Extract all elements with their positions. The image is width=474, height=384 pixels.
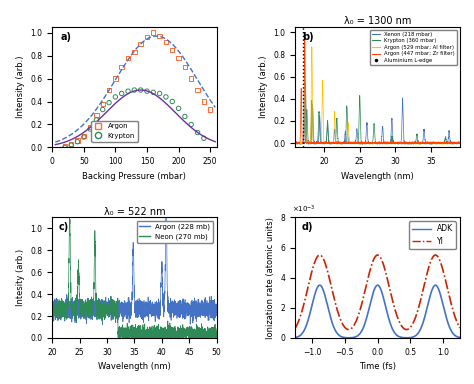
- X-axis label: Backing Pressure (mbar): Backing Pressure (mbar): [82, 172, 186, 181]
- ADK: [292, 335, 298, 340]
- Line: ADK: ADK: [295, 285, 460, 338]
- Point: [187, 76, 195, 82]
- Point: [118, 64, 126, 70]
- Point: [67, 142, 75, 148]
- Y-axis label: Intesity (arb.): Intesity (arb.): [16, 249, 25, 306]
- Point: [92, 112, 100, 118]
- Point: [143, 34, 151, 40]
- Legend: Xenon (218 mbar), Krypton (360 mbar), Argon (529 mbar; Al filter), Argon (447 mb: Xenon (218 mbar), Krypton (360 mbar), Ar…: [370, 30, 457, 65]
- Point: [118, 90, 126, 96]
- Point: [156, 33, 164, 39]
- Point: [137, 87, 145, 93]
- Y-axis label: Intensity (arb.): Intensity (arb.): [16, 56, 25, 118]
- Point: [149, 30, 157, 36]
- Point: [124, 88, 132, 94]
- X-axis label: Wavelength (nm): Wavelength (nm): [341, 172, 414, 181]
- X-axis label: Wavelength (nm): Wavelength (nm): [98, 362, 171, 371]
- Point: [111, 94, 119, 100]
- ADK: [321, 290, 327, 295]
- Point: [73, 139, 81, 145]
- Point: [99, 106, 107, 113]
- Point: [105, 87, 113, 93]
- Legend: Argon (228 mb), Neon (270 mb): Argon (228 mb), Neon (270 mb): [137, 221, 213, 243]
- Point: [61, 143, 69, 149]
- Text: c): c): [59, 222, 69, 232]
- Point: [86, 126, 94, 132]
- YI: [311, 262, 317, 266]
- Text: b): b): [302, 32, 314, 42]
- Point: [181, 113, 189, 119]
- Point: [111, 76, 119, 82]
- Point: [156, 90, 164, 96]
- ADK: [436, 288, 442, 293]
- Title: λ₀ = 522 nm: λ₀ = 522 nm: [103, 207, 165, 217]
- Point: [175, 55, 182, 61]
- Point: [194, 129, 201, 136]
- Point: [162, 94, 170, 100]
- Point: [99, 101, 107, 107]
- ADK: [356, 333, 361, 338]
- Point: [187, 121, 195, 127]
- Point: [206, 106, 214, 113]
- Point: [86, 124, 94, 130]
- Point: [105, 99, 113, 106]
- Point: [181, 64, 189, 70]
- Point: [130, 49, 138, 55]
- YI: [404, 327, 410, 332]
- Point: [124, 55, 132, 61]
- Point: [149, 89, 157, 95]
- YI: [363, 286, 368, 291]
- Point: [80, 134, 88, 140]
- Text: d): d): [302, 222, 313, 232]
- Point: [61, 144, 69, 151]
- Point: [143, 88, 151, 94]
- Text: a): a): [60, 32, 72, 42]
- Point: [162, 39, 170, 45]
- Point: [200, 98, 208, 104]
- YI: [457, 326, 463, 330]
- ADK: [363, 319, 368, 323]
- Point: [168, 98, 176, 104]
- Point: [130, 87, 138, 93]
- Point: [200, 135, 208, 141]
- YI: [454, 319, 459, 324]
- ADK: [346, 336, 352, 340]
- Point: [73, 137, 81, 144]
- ADK: [311, 295, 317, 299]
- Point: [137, 41, 145, 47]
- Text: $\times 10^{-3}$: $\times 10^{-3}$: [292, 204, 316, 215]
- Point: [168, 47, 176, 53]
- YI: [375, 253, 381, 257]
- YI: [292, 326, 298, 330]
- Point: [80, 133, 88, 139]
- Legend: Argon, Krypton: Argon, Krypton: [91, 121, 138, 142]
- Line: YI: YI: [295, 255, 460, 329]
- Point: [92, 117, 100, 123]
- Y-axis label: Intensity (arb.): Intensity (arb.): [259, 56, 268, 118]
- YI: [321, 258, 327, 262]
- Point: [194, 87, 201, 93]
- Title: λ₀ = 1300 nm: λ₀ = 1300 nm: [344, 16, 411, 26]
- ADK: [454, 334, 459, 339]
- ADK: [317, 283, 323, 288]
- ADK: [457, 335, 463, 340]
- Y-axis label: Ionization rate (atomic units): Ionization rate (atomic units): [266, 217, 275, 339]
- Point: [67, 141, 75, 147]
- YI: [356, 313, 361, 318]
- Point: [175, 105, 182, 111]
- X-axis label: Time (fs): Time (fs): [359, 362, 396, 371]
- Legend: ADK, YI: ADK, YI: [409, 221, 456, 249]
- YI: [436, 256, 442, 261]
